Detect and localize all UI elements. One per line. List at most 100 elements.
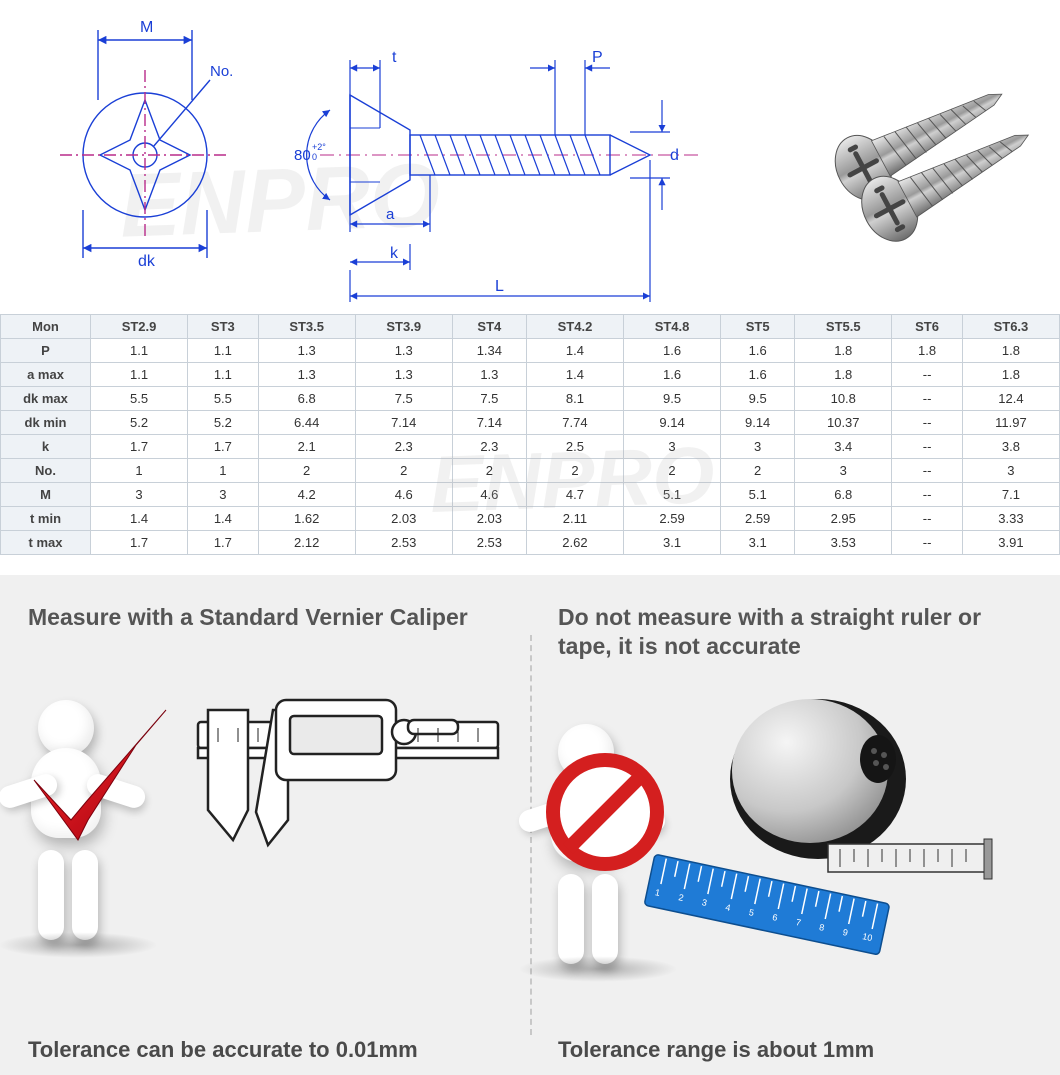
label-angle-tol2: 0 xyxy=(312,152,317,162)
table-cell: 12.4 xyxy=(962,387,1059,411)
table-cell: 3 xyxy=(795,459,892,483)
caliper-icon xyxy=(178,670,518,850)
label-k: k xyxy=(390,245,399,262)
table-cell: 1.7 xyxy=(91,435,188,459)
table-row: k1.71.72.12.32.32.5333.4--3.8 xyxy=(1,435,1060,459)
table-cell: 2.59 xyxy=(624,507,721,531)
table-column-header: ST4.8 xyxy=(624,315,721,339)
table-cell: 4.6 xyxy=(452,483,526,507)
table-cell: 3.8 xyxy=(962,435,1059,459)
table-row: t min1.41.41.622.032.032.112.592.592.95-… xyxy=(1,507,1060,531)
table-cell: 7.14 xyxy=(452,411,526,435)
table-cell: 2 xyxy=(624,459,721,483)
table-column-header: ST5.5 xyxy=(795,315,892,339)
table-cell: 1.1 xyxy=(91,363,188,387)
table-cell: 1.6 xyxy=(624,339,721,363)
screw-3d-render xyxy=(810,55,1050,255)
table-cell: 2 xyxy=(526,459,623,483)
info-right-title: Do not measure with a straight ruler or … xyxy=(558,603,1032,661)
table-cell: -- xyxy=(892,387,963,411)
label-angle-tol: +2° xyxy=(312,142,326,152)
measurement-info-panel: Measure with a Standard Vernier Caliper xyxy=(0,575,1060,1075)
label-No: No. xyxy=(210,63,233,80)
table-cell: 3.1 xyxy=(721,531,795,555)
label-L: L xyxy=(495,278,504,295)
table-cell: 2.12 xyxy=(258,531,355,555)
table-row: P1.11.11.31.31.341.41.61.61.81.81.8 xyxy=(1,339,1060,363)
table-row-label: No. xyxy=(1,459,91,483)
table-row-label: t min xyxy=(1,507,91,531)
info-right: Do not measure with a straight ruler or … xyxy=(530,575,1060,1075)
table-cell: 7.1 xyxy=(962,483,1059,507)
spec-table-wrapper: ENPRO MonST2.9ST3ST3.5ST3.9ST4ST4.2ST4.8… xyxy=(0,314,1060,555)
table-cell: 2 xyxy=(721,459,795,483)
table-cell: 4.6 xyxy=(355,483,452,507)
table-cell: 2.53 xyxy=(355,531,452,555)
table-row-label: k xyxy=(1,435,91,459)
table-cell: 3.33 xyxy=(962,507,1059,531)
table-row: a max1.11.11.31.31.31.41.61.61.8--1.8 xyxy=(1,363,1060,387)
table-cell: 1.1 xyxy=(188,363,259,387)
table-row: M334.24.64.64.75.15.16.8--7.1 xyxy=(1,483,1060,507)
table-cell: 1.3 xyxy=(355,363,452,387)
table-cell: 3.53 xyxy=(795,531,892,555)
table-cell: 9.5 xyxy=(624,387,721,411)
table-cell: 1.3 xyxy=(258,363,355,387)
table-cell: 7.74 xyxy=(526,411,623,435)
table-cell: 4.2 xyxy=(258,483,355,507)
table-cell: 10.37 xyxy=(795,411,892,435)
table-column-header: ST3.5 xyxy=(258,315,355,339)
table-cell: 7.5 xyxy=(452,387,526,411)
prohibit-icon xyxy=(540,747,670,877)
table-cell: 1.3 xyxy=(258,339,355,363)
table-cell: 7.5 xyxy=(355,387,452,411)
table-cell: 1.4 xyxy=(188,507,259,531)
checkmark-icon xyxy=(16,690,186,860)
info-left-graphic xyxy=(28,640,502,1037)
table-cell: 9.14 xyxy=(624,411,721,435)
table-cell: 3.4 xyxy=(795,435,892,459)
table-row-label: t max xyxy=(1,531,91,555)
table-cell: 2 xyxy=(258,459,355,483)
table-cell: 1.6 xyxy=(624,363,721,387)
table-cell: 1.8 xyxy=(962,363,1059,387)
table-cell: 3 xyxy=(962,459,1059,483)
table-cell: 10.8 xyxy=(795,387,892,411)
table-cell: 6.8 xyxy=(258,387,355,411)
table-cell: 2 xyxy=(452,459,526,483)
table-cell: 5.5 xyxy=(188,387,259,411)
svg-text:10: 10 xyxy=(861,931,873,943)
table-cell: 9.5 xyxy=(721,387,795,411)
table-cell: 3 xyxy=(188,483,259,507)
table-cell: 2.53 xyxy=(452,531,526,555)
table-cell: 3 xyxy=(91,483,188,507)
table-cell: 1.6 xyxy=(721,363,795,387)
table-column-header: ST5 xyxy=(721,315,795,339)
table-cell: 3.1 xyxy=(624,531,721,555)
table-cell: 4.7 xyxy=(526,483,623,507)
table-cell: 2.3 xyxy=(452,435,526,459)
technical-diagram: ENPRO xyxy=(0,0,1060,310)
table-cell: -- xyxy=(892,435,963,459)
table-cell: 6.44 xyxy=(258,411,355,435)
table-cell: 2.62 xyxy=(526,531,623,555)
table-cell: 1.3 xyxy=(452,363,526,387)
table-cell: -- xyxy=(892,531,963,555)
table-column-header: ST3 xyxy=(188,315,259,339)
table-cell: 7.14 xyxy=(355,411,452,435)
table-cell: 2.59 xyxy=(721,507,795,531)
info-left-footer: Tolerance can be accurate to 0.01mm xyxy=(28,1037,502,1063)
label-d: d xyxy=(670,147,679,164)
table-cell: 1.4 xyxy=(91,507,188,531)
table-cell: 5.2 xyxy=(91,411,188,435)
table-column-header: ST4 xyxy=(452,315,526,339)
table-cell: -- xyxy=(892,507,963,531)
table-column-header: ST3.9 xyxy=(355,315,452,339)
table-cell: 1.1 xyxy=(91,339,188,363)
table-cell: 1.8 xyxy=(962,339,1059,363)
table-cell: 3.91 xyxy=(962,531,1059,555)
table-cell: 1.1 xyxy=(188,339,259,363)
label-P: P xyxy=(592,49,603,66)
table-cell: 5.1 xyxy=(624,483,721,507)
table-cell: 2.11 xyxy=(526,507,623,531)
